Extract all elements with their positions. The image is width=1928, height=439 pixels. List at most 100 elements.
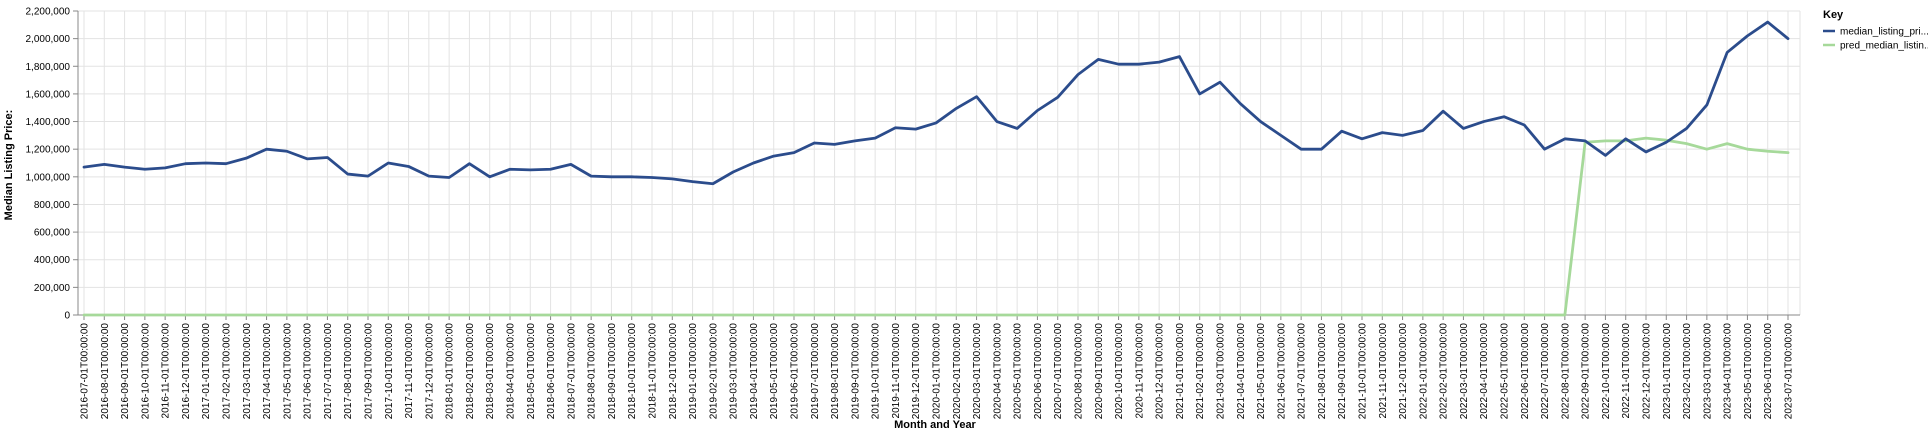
x-tick-label: 2022-04-01T00:00:00 bbox=[1479, 323, 1490, 420]
x-tick-label: 2021-09-01T00:00:00 bbox=[1337, 323, 1348, 420]
x-tick-label: 2023-05-01T00:00:00 bbox=[1743, 323, 1754, 420]
x-tick-label: 2019-08-01T00:00:00 bbox=[830, 323, 841, 420]
y-tick-label: 200,000 bbox=[34, 283, 71, 294]
x-axis-title: Month and Year bbox=[894, 419, 976, 431]
y-tick-label: 1,800,000 bbox=[26, 62, 71, 73]
legend-label: median_listing_pri... bbox=[1840, 27, 1928, 38]
x-tick-label: 2018-06-01T00:00:00 bbox=[546, 323, 557, 420]
x-tick-label: 2017-05-01T00:00:00 bbox=[282, 323, 293, 420]
x-tick-label: 2019-07-01T00:00:00 bbox=[810, 323, 821, 420]
x-tick-label: 2022-12-01T00:00:00 bbox=[1642, 323, 1653, 420]
series-line-pred-median-listin bbox=[82, 136, 1790, 317]
x-tick-label: 2017-02-01T00:00:00 bbox=[222, 323, 233, 420]
x-tick-label: 2020-11-01T00:00:00 bbox=[1134, 323, 1145, 419]
x-tick-label: 2018-05-01T00:00:00 bbox=[526, 323, 537, 420]
x-tick-label: 2020-03-01T00:00:00 bbox=[972, 323, 983, 420]
series-line-median-listing-pri bbox=[82, 20, 1790, 186]
x-tick-label: 2017-07-01T00:00:00 bbox=[323, 323, 334, 420]
x-tick-label: 2019-05-01T00:00:00 bbox=[769, 323, 780, 420]
x-tick-label: 2020-09-01T00:00:00 bbox=[1094, 323, 1105, 420]
x-tick-label: 2018-08-01T00:00:00 bbox=[587, 323, 598, 420]
x-tick-label: 2020-07-01T00:00:00 bbox=[1053, 323, 1064, 420]
x-tick-label: 2019-06-01T00:00:00 bbox=[790, 323, 801, 420]
x-tick-label: 2016-12-01T00:00:00 bbox=[181, 323, 192, 420]
x-tick-label: 2021-02-01T00:00:00 bbox=[1195, 323, 1206, 420]
x-tick-label: 2020-06-01T00:00:00 bbox=[1033, 323, 1044, 420]
x-tick-label: 2018-03-01T00:00:00 bbox=[485, 323, 496, 420]
x-tick-label: 2018-12-01T00:00:00 bbox=[668, 323, 679, 420]
x-tick-label: 2018-07-01T00:00:00 bbox=[566, 323, 577, 420]
legend-label: pred_median_listin... bbox=[1840, 41, 1928, 52]
x-tick-label: 2020-10-01T00:00:00 bbox=[1114, 323, 1125, 420]
x-tick-label: 2023-02-01T00:00:00 bbox=[1682, 323, 1693, 420]
x-tick-label: 2020-05-01T00:00:00 bbox=[1013, 323, 1024, 420]
x-tick-label: 2021-06-01T00:00:00 bbox=[1276, 323, 1287, 420]
legend-title: Key bbox=[1823, 9, 1844, 21]
x-tick-label: 2016-10-01T00:00:00 bbox=[140, 323, 151, 420]
x-tick-label: 2016-07-01T00:00:00 bbox=[80, 323, 91, 420]
y-tick-label: 1,600,000 bbox=[26, 89, 71, 100]
x-tick-label: 2023-04-01T00:00:00 bbox=[1723, 323, 1734, 420]
x-tick-label: 2022-03-01T00:00:00 bbox=[1459, 323, 1470, 420]
y-tick-label: 2,200,000 bbox=[26, 7, 71, 18]
y-tick-label: 2,000,000 bbox=[26, 34, 71, 45]
x-tick-label: 2020-12-01T00:00:00 bbox=[1155, 323, 1166, 420]
x-tick-label: 2021-08-01T00:00:00 bbox=[1317, 323, 1328, 420]
x-tick-label: 2022-10-01T00:00:00 bbox=[1601, 323, 1612, 420]
y-tick-label: 1,000,000 bbox=[26, 172, 71, 183]
y-tick-label: 600,000 bbox=[34, 228, 71, 239]
x-tick-label: 2021-10-01T00:00:00 bbox=[1358, 323, 1369, 420]
x-tick-label: 2023-07-01T00:00:00 bbox=[1784, 323, 1795, 420]
x-tick-label: 2017-09-01T00:00:00 bbox=[364, 323, 375, 420]
x-tick-label: 2021-05-01T00:00:00 bbox=[1256, 323, 1267, 420]
x-tick-label: 2017-11-01T00:00:00 bbox=[404, 323, 415, 419]
x-tick-label: 2023-01-01T00:00:00 bbox=[1662, 323, 1673, 420]
x-tick-label: 2016-11-01T00:00:00 bbox=[161, 323, 172, 419]
x-tick-label: 2021-11-01T00:00:00 bbox=[1378, 323, 1389, 419]
x-tick-label: 2023-06-01T00:00:00 bbox=[1763, 323, 1774, 420]
x-tick-label: 2022-05-01T00:00:00 bbox=[1500, 323, 1511, 420]
x-tick-label: 2020-04-01T00:00:00 bbox=[992, 323, 1003, 420]
y-axis-title: Median Listing Price: bbox=[3, 110, 15, 221]
y-axis: 0 200,000 400,000 600,000 800,000 1,000,000 1,… bbox=[26, 7, 79, 322]
y-tick-label: 1,400,000 bbox=[26, 117, 71, 128]
x-tick-label: 2022-11-01T00:00:00 bbox=[1621, 323, 1632, 419]
x-tick-label: 2020-01-01T00:00:00 bbox=[932, 323, 943, 420]
x-tick-label: 2021-01-01T00:00:00 bbox=[1175, 323, 1186, 420]
x-tick-label: 2017-03-01T00:00:00 bbox=[242, 323, 253, 420]
x-tick-label: 2019-12-01T00:00:00 bbox=[911, 323, 922, 420]
x-tick-label: 2021-04-01T00:00:00 bbox=[1236, 323, 1247, 420]
x-tick-label: 2017-12-01T00:00:00 bbox=[424, 323, 435, 420]
x-tick-label: 2016-08-01T00:00:00 bbox=[100, 323, 111, 420]
x-tick-label: 2017-04-01T00:00:00 bbox=[262, 323, 273, 420]
x-tick-label: 2018-10-01T00:00:00 bbox=[627, 323, 638, 420]
x-tick-label: 2019-10-01T00:00:00 bbox=[871, 323, 882, 420]
x-tick-label: 2018-04-01T00:00:00 bbox=[506, 323, 517, 420]
x-tick-label: 2019-04-01T00:00:00 bbox=[749, 323, 760, 420]
x-tick-label: 2017-01-01T00:00:00 bbox=[201, 323, 212, 420]
x-tick-label: 2018-11-01T00:00:00 bbox=[648, 323, 659, 419]
x-tick-label: 2021-03-01T00:00:00 bbox=[1216, 323, 1227, 420]
x-tick-label: 2020-08-01T00:00:00 bbox=[1074, 323, 1085, 420]
x-tick-label: 2018-01-01T00:00:00 bbox=[445, 323, 456, 420]
x-tick-label: 2021-12-01T00:00:00 bbox=[1398, 323, 1409, 420]
x-tick-label: 2022-07-01T00:00:00 bbox=[1540, 323, 1551, 420]
x-axis: 2016-07-01T00:00:00 2016-08-01T00:00:00 20… bbox=[78, 314, 1800, 420]
x-tick-label: 2017-06-01T00:00:00 bbox=[303, 323, 314, 420]
x-tick-label: 2020-02-01T00:00:00 bbox=[952, 323, 963, 420]
x-tick-label: 2017-10-01T00:00:00 bbox=[384, 323, 395, 420]
x-tick-label: 2022-02-01T00:00:00 bbox=[1439, 323, 1450, 420]
x-tick-label: 2018-02-01T00:00:00 bbox=[465, 323, 476, 420]
x-tick-label: 2019-03-01T00:00:00 bbox=[729, 323, 740, 420]
x-tick-label: 2022-06-01T00:00:00 bbox=[1520, 323, 1531, 420]
legend: Key median_listing_pri... pred_median_lis… bbox=[1823, 9, 1928, 52]
series-lines bbox=[82, 20, 1790, 317]
x-tick-label: 2018-09-01T00:00:00 bbox=[607, 323, 618, 420]
x-tick-label: 2022-01-01T00:00:00 bbox=[1418, 323, 1429, 420]
x-tick-label: 2016-09-01T00:00:00 bbox=[120, 323, 131, 420]
y-tick-label: 1,200,000 bbox=[26, 145, 71, 156]
x-tick-label: 2017-08-01T00:00:00 bbox=[343, 323, 354, 420]
x-tick-label: 2022-08-01T00:00:00 bbox=[1560, 323, 1571, 420]
